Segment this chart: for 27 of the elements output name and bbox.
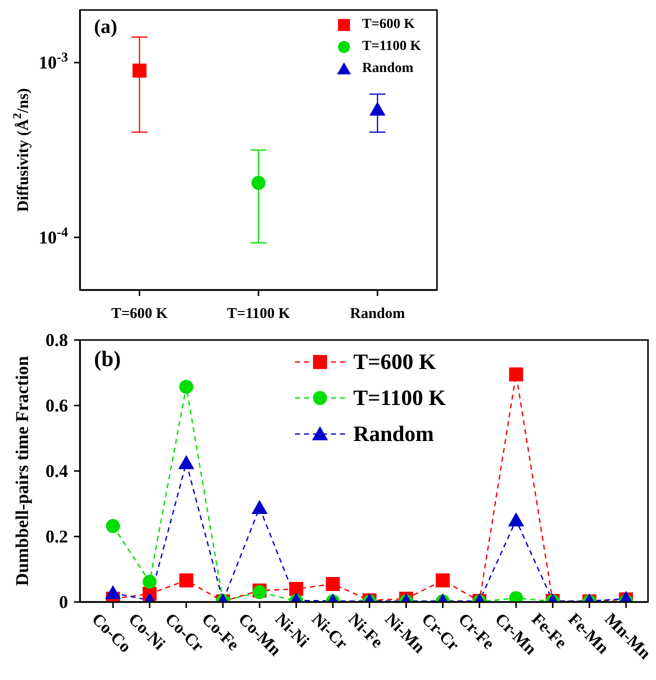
legend-label: Random	[362, 61, 414, 77]
y-tick-label: 0.6	[46, 396, 68, 416]
legend-label: T=1100 K	[362, 39, 421, 55]
y-tick-label: 0	[59, 592, 68, 612]
legend-label: T=600 K	[353, 349, 436, 375]
legend-label: T=1100 K	[353, 385, 446, 411]
y-tick-label: 0.8	[46, 330, 68, 350]
point	[508, 512, 524, 526]
point	[132, 64, 146, 78]
x-tick-label: T=600 K	[111, 306, 168, 322]
x-tick-label: T=1100 K	[226, 306, 290, 322]
point	[179, 380, 194, 394]
point	[252, 500, 268, 514]
legend-label: T=600 K	[362, 17, 415, 33]
chart-title: (a)	[94, 16, 118, 39]
chart-title: (b)	[94, 346, 121, 372]
x-tick-label: Random	[350, 306, 406, 322]
point	[509, 367, 524, 382]
legend-label: Random	[353, 421, 434, 447]
y-tick-label: 10$^{-3}$	[38, 49, 68, 73]
y-tick-label: 0.2	[46, 526, 68, 546]
point	[252, 176, 266, 190]
y-tick-label: 0.4	[46, 461, 68, 481]
point	[369, 102, 386, 116]
y-axis-title: Dumbbell-pairs time Fraction	[12, 356, 32, 586]
point	[178, 455, 194, 470]
y-tick-label: 10$^{-4}$	[38, 224, 68, 248]
